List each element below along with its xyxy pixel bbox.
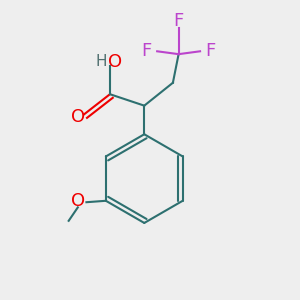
Text: O: O	[71, 192, 85, 210]
Text: O: O	[71, 107, 85, 125]
Text: F: F	[141, 42, 152, 60]
Text: F: F	[173, 12, 184, 30]
Text: H: H	[96, 54, 107, 69]
Text: F: F	[206, 42, 216, 60]
Text: O: O	[108, 53, 122, 71]
